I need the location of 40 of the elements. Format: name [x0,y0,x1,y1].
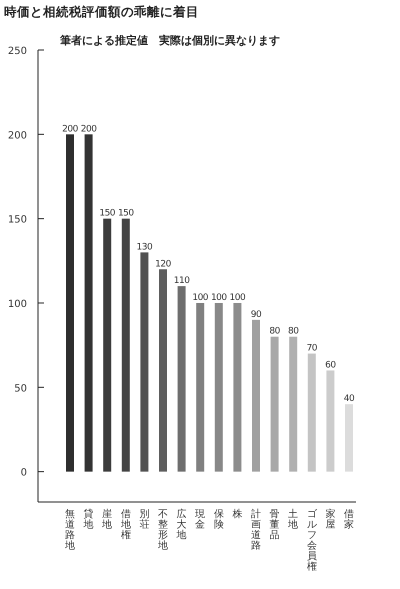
data-label: 40 [344,394,355,404]
data-label: 80 [269,326,281,337]
y-tick-label: 250 [8,46,27,57]
category: 別荘 [139,509,150,530]
subtitle: 筆者による推定値 実際は個別に異なります [60,34,280,47]
y-tick-label: 150 [8,214,27,226]
data-label: 100 [210,292,228,303]
category: 株 [232,509,242,520]
data-label: 60 [325,360,336,370]
category: 保険 [214,509,224,530]
data-label: 90 [250,310,262,320]
data-label: 150 [99,208,116,219]
y-tick-label: 200 [8,130,27,142]
category: 広大地 [176,509,187,541]
category: 借地権 [120,509,131,541]
data-label: 110 [174,276,190,286]
data-label: 70 [306,344,318,354]
category: 崖地 [102,509,112,530]
category: 骨董品 [270,509,280,541]
data-label: 200 [80,124,98,134]
category: 借家 [344,509,354,530]
data-label: 130 [136,242,154,252]
category: 不整形地 [158,509,168,552]
category: ゴルフ会員権 [306,509,317,572]
data-label: 150 [118,208,134,219]
data-label: 200 [62,124,79,134]
data-label: 120 [155,259,172,270]
category: 土地 [288,509,298,530]
title: 時価と相続税評価額の乖離に着目 [4,4,199,19]
category: 無道路地 [65,509,75,552]
category: 計画道路 [251,509,261,552]
y-tick-label: 100 [8,298,27,310]
y-tick-label: 0 [20,468,27,479]
category: 家屋 [325,509,336,530]
data-label: 100 [192,292,209,303]
data-label: 80 [288,326,300,337]
category: 貸地 [84,509,94,530]
category: 現金 [195,509,206,530]
data-label: 100 [230,292,246,303]
y-tick-label: 50 [14,383,27,394]
